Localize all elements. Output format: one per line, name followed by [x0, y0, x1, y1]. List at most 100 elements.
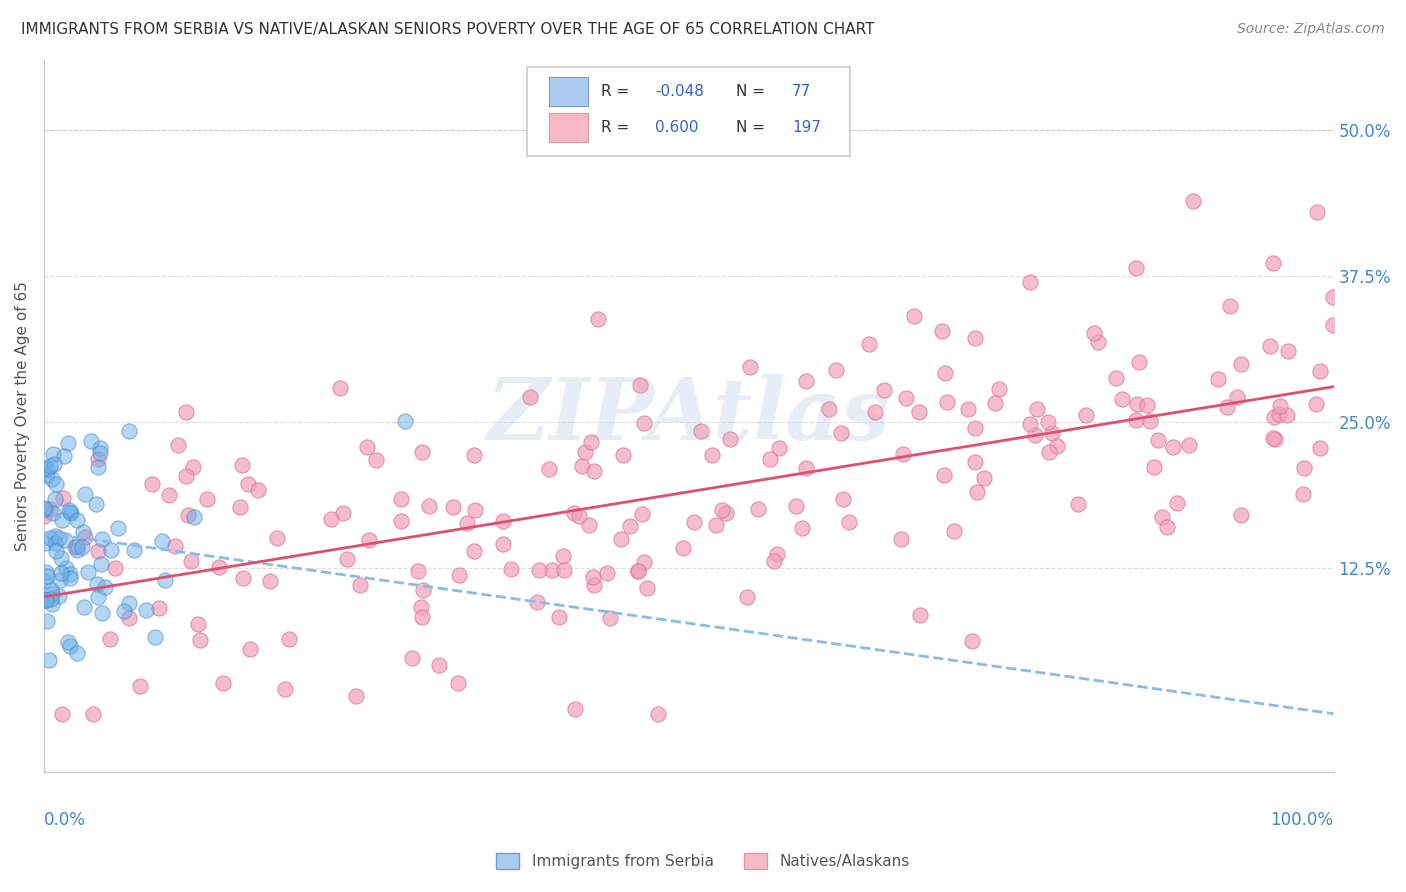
- Point: [984, 396, 1007, 410]
- Text: IMMIGRANTS FROM SERBIA VS NATIVE/ALASKAN SENIORS POVERTY OVER THE AGE OF 65 CORR: IMMIGRANTS FROM SERBIA VS NATIVE/ALASKAN…: [21, 22, 875, 37]
- Point: [53, 533, 76, 547]
- Point: [1178, 438, 1201, 452]
- Text: R =: R =: [600, 84, 634, 99]
- Point: [86, 451, 108, 466]
- Point: [49, 550, 72, 565]
- Point: [48, 531, 70, 545]
- Point: [1309, 364, 1331, 378]
- Point: [112, 604, 135, 618]
- Point: [39, 591, 62, 606]
- Point: [51, 513, 73, 527]
- Point: [52, 491, 75, 506]
- Point: [1322, 290, 1344, 304]
- Point: [562, 506, 585, 520]
- Point: [73, 600, 96, 615]
- Bar: [550, 113, 588, 142]
- Point: [794, 461, 817, 475]
- Point: [1087, 334, 1109, 349]
- Point: [973, 471, 995, 485]
- Point: [578, 518, 600, 533]
- Text: Source: ZipAtlas.com: Source: ZipAtlas.com: [1237, 22, 1385, 37]
- Point: [595, 566, 617, 580]
- Point: [1111, 392, 1133, 407]
- Point: [118, 611, 141, 625]
- Point: [1143, 460, 1166, 475]
- Point: [38, 531, 60, 545]
- Point: [34, 593, 56, 607]
- Point: [32, 509, 55, 524]
- Point: [548, 610, 571, 624]
- Point: [56, 634, 79, 648]
- Point: [38, 459, 60, 474]
- Point: [34, 500, 56, 515]
- Point: [34, 535, 56, 549]
- Point: [48, 589, 70, 603]
- Point: [59, 505, 82, 519]
- Point: [72, 524, 94, 539]
- Point: [63, 541, 86, 555]
- Point: [45, 543, 67, 558]
- Point: [66, 543, 89, 558]
- Point: [568, 508, 591, 523]
- Point: [349, 577, 371, 591]
- Point: [599, 611, 621, 625]
- Point: [238, 477, 260, 491]
- Point: [747, 501, 769, 516]
- Point: [579, 434, 602, 449]
- Point: [735, 591, 758, 605]
- Bar: [550, 78, 588, 106]
- Point: [135, 603, 157, 617]
- Point: [73, 487, 96, 501]
- Point: [571, 458, 593, 473]
- Point: [229, 500, 252, 514]
- Point: [903, 310, 925, 324]
- Text: 100.0%: 100.0%: [1271, 812, 1333, 830]
- Point: [1152, 509, 1174, 524]
- Point: [960, 633, 983, 648]
- Point: [690, 425, 713, 439]
- Point: [1292, 461, 1315, 475]
- Point: [208, 560, 231, 574]
- Point: [163, 539, 186, 553]
- Point: [32, 461, 55, 475]
- Point: [211, 676, 233, 690]
- Point: [42, 458, 65, 472]
- Point: [832, 492, 855, 507]
- Point: [239, 642, 262, 657]
- Point: [84, 497, 107, 511]
- Point: [447, 568, 470, 582]
- Point: [336, 552, 359, 566]
- Point: [447, 676, 470, 690]
- Point: [56, 436, 79, 450]
- Point: [1125, 260, 1147, 275]
- Point: [55, 560, 77, 574]
- Point: [65, 646, 87, 660]
- Point: [266, 531, 288, 545]
- Point: [187, 616, 209, 631]
- Point: [1135, 398, 1157, 412]
- Point: [672, 541, 695, 555]
- Point: [1182, 194, 1205, 209]
- Point: [44, 529, 66, 543]
- Point: [894, 391, 917, 405]
- Point: [934, 366, 956, 380]
- Point: [1230, 508, 1253, 522]
- Point: [58, 502, 80, 516]
- Point: [583, 578, 606, 592]
- Point: [647, 706, 669, 721]
- Point: [1024, 428, 1046, 442]
- Point: [1139, 414, 1161, 428]
- Point: [94, 580, 117, 594]
- Point: [70, 540, 93, 554]
- Point: [966, 485, 988, 500]
- Point: [181, 459, 204, 474]
- Point: [718, 432, 741, 446]
- Point: [825, 362, 848, 376]
- Point: [1083, 326, 1105, 340]
- Point: [817, 401, 839, 416]
- Point: [1018, 417, 1040, 432]
- Point: [830, 426, 852, 441]
- Point: [1147, 433, 1170, 447]
- Point: [366, 453, 388, 467]
- Point: [627, 564, 650, 578]
